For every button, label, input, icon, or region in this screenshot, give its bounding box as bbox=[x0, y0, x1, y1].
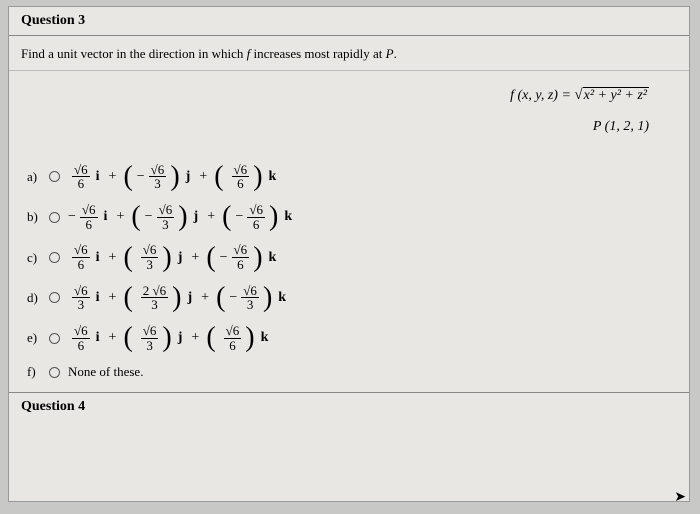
option-b[interactable]: b) −√66i+ (−√63)j+ (−√66)k bbox=[27, 197, 689, 237]
option-a-formula: √66i+ (−√63)j+ (√66)k bbox=[68, 163, 278, 191]
option-e-formula: √66i+ (√63)j+ (√66)k bbox=[68, 324, 270, 352]
function-lhs: f (x, y, z) = bbox=[510, 88, 574, 103]
option-f[interactable]: f) None of these. bbox=[27, 358, 689, 386]
option-label: f) bbox=[27, 364, 49, 380]
radio-icon[interactable] bbox=[49, 212, 60, 223]
question-card: Question 3 Find a unit vector in the dir… bbox=[8, 6, 690, 502]
option-label: b) bbox=[27, 209, 49, 225]
option-c[interactable]: c) √66i+ (√63)j+ (−√66)k bbox=[27, 237, 689, 277]
point-definition: P (1, 2, 1) bbox=[9, 112, 649, 143]
radicand: x² + y² + z² bbox=[583, 87, 649, 103]
question-header: Question 3 bbox=[9, 7, 689, 36]
option-d-formula: √63i+ (2 √63)j+ (−√63)k bbox=[68, 284, 288, 312]
option-a[interactable]: a) √66i+ (−√63)j+ (√66)k bbox=[27, 157, 689, 197]
radio-icon[interactable] bbox=[49, 292, 60, 303]
radio-icon[interactable] bbox=[49, 171, 60, 182]
option-c-formula: √66i+ (√63)j+ (−√66)k bbox=[68, 243, 278, 271]
option-e[interactable]: e) √66i+ (√63)j+ (√66)k bbox=[27, 318, 689, 358]
option-label: c) bbox=[27, 250, 49, 266]
question-number: Question 3 bbox=[21, 13, 85, 28]
prompt-text: Find a unit vector in the direction in w… bbox=[21, 46, 397, 61]
option-label: d) bbox=[27, 290, 49, 306]
option-label: a) bbox=[27, 169, 49, 185]
next-question-number: Question 4 bbox=[21, 399, 85, 414]
option-d[interactable]: d) √63i+ (2 √63)j+ (−√63)k bbox=[27, 278, 689, 318]
next-question-header: Question 4 bbox=[9, 392, 689, 415]
cursor-icon: ➤ bbox=[674, 489, 686, 506]
options-list: a) √66i+ (−√63)j+ (√66)k b) −√66i+ (−√63… bbox=[9, 153, 689, 386]
function-definition: f (x, y, z) = x² + y² + z² bbox=[9, 79, 649, 112]
equation-block: f (x, y, z) = x² + y² + z² P (1, 2, 1) bbox=[9, 71, 689, 153]
question-prompt: Find a unit vector in the direction in w… bbox=[9, 36, 689, 71]
radio-icon[interactable] bbox=[49, 333, 60, 344]
radio-icon[interactable] bbox=[49, 252, 60, 263]
radio-icon[interactable] bbox=[49, 367, 60, 378]
option-f-text: None of these. bbox=[68, 364, 143, 380]
option-b-formula: −√66i+ (−√63)j+ (−√66)k bbox=[68, 203, 294, 231]
sqrt-expression: x² + y² + z² bbox=[574, 79, 649, 112]
option-label: e) bbox=[27, 330, 49, 346]
